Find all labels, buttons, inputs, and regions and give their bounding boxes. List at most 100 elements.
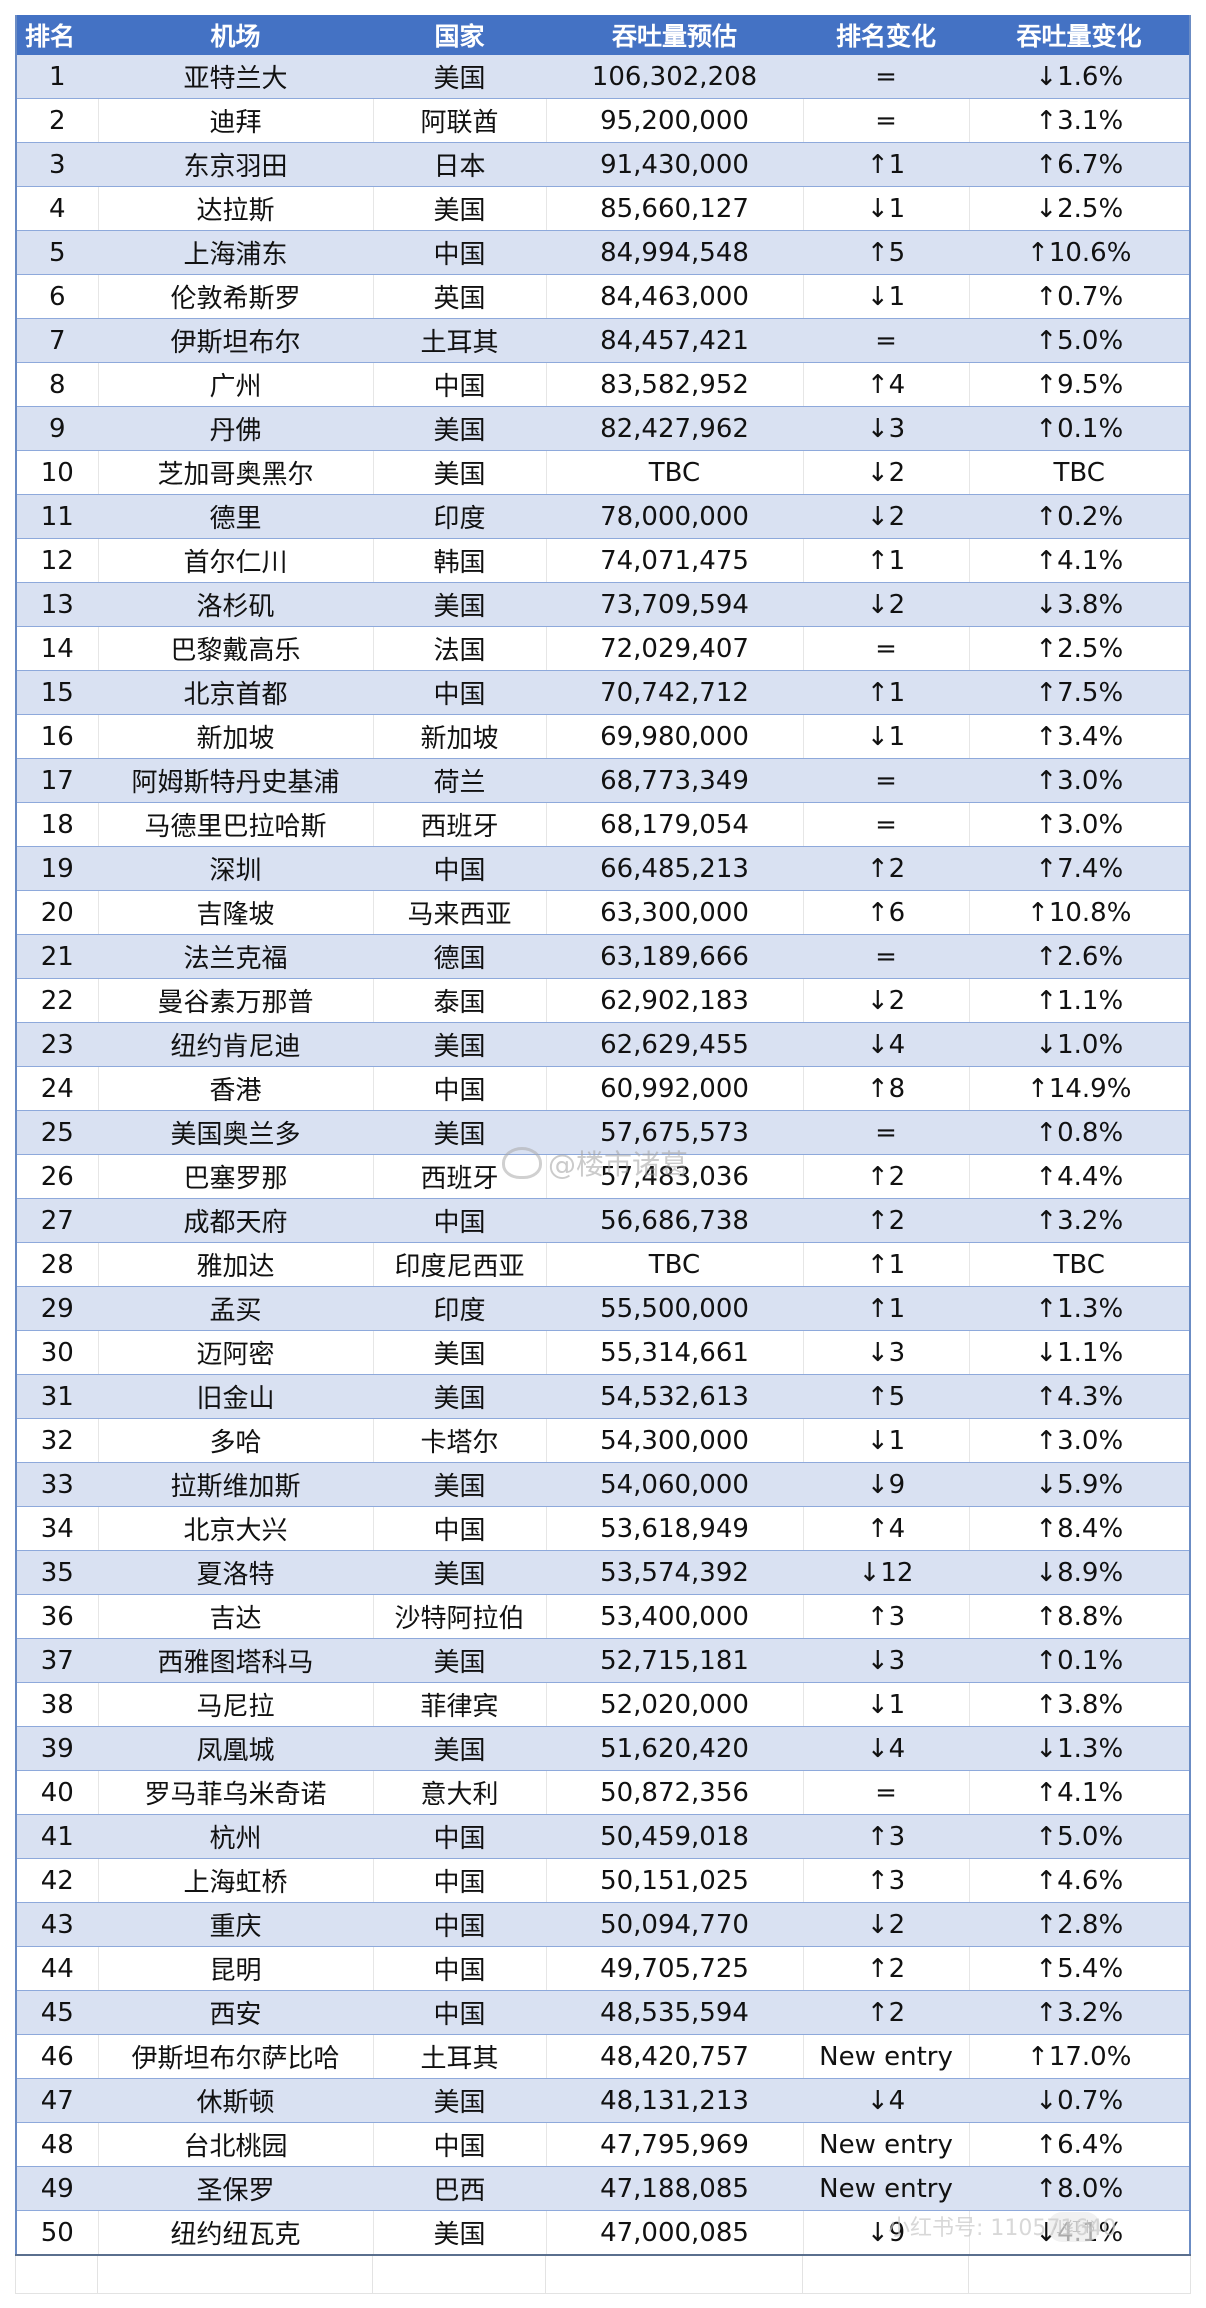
table-row: 17 阿姆斯特丹史基浦 荷兰 68,773,349 = ↑3.0% [16, 758, 1190, 803]
table-row: 3 东京羽田 日本 91,430,000 ↑1 ↑6.7% [16, 142, 1190, 187]
cell-throughput-estimate: 50,151,025 [545, 1858, 803, 1903]
cell-throughput-estimate: 50,872,356 [545, 1770, 803, 1815]
cell-country: 土耳其 [372, 318, 546, 363]
cell-rank-change: ↓3 [802, 1638, 969, 1683]
cell-throughput-estimate: 70,742,712 [545, 670, 803, 715]
cell-country: 卡塔尔 [372, 1418, 546, 1463]
cell-rank-change: ↑1 [802, 1286, 969, 1331]
cell-throughput-change: ↑3.8% [968, 1682, 1190, 1727]
cell-country: 巴西 [372, 2166, 546, 2211]
cell-throughput-estimate: 48,535,594 [545, 1990, 803, 2035]
table-row: 15 北京首都 中国 70,742,712 ↑1 ↑7.5% [16, 670, 1190, 715]
table-row: 47 休斯顿 美国 48,131,213 ↓4 ↓0.7% [16, 2078, 1190, 2123]
cell-rank-change: ↑8 [802, 1066, 969, 1111]
cell-rank-change: ↑2 [802, 1198, 969, 1243]
cell-throughput-estimate: 95,200,000 [545, 98, 803, 143]
cell-rank-change: = [802, 802, 969, 847]
cell-airport: 东京羽田 [97, 142, 373, 187]
cell-throughput-change: ↑4.4% [968, 1154, 1190, 1199]
cell-throughput-estimate: 56,686,738 [545, 1198, 803, 1243]
cell-throughput-change: ↑3.2% [968, 1990, 1190, 2035]
cell-rank: 3 [16, 142, 98, 187]
cell-throughput-change: ↑4.3% [968, 1374, 1190, 1419]
cell-country: 美国 [372, 1374, 546, 1419]
cell-airport: 亚特兰大 [97, 55, 373, 99]
cell-rank: 32 [16, 1418, 98, 1463]
cell-rank-change: ↓9 [802, 2210, 969, 2256]
cell-rank-change: New entry [802, 2034, 969, 2079]
cell-airport: 昆明 [97, 1946, 373, 1991]
cell-throughput-estimate: 49,705,725 [545, 1946, 803, 1991]
cell-rank-change: ↑1 [802, 670, 969, 715]
cell-country: 美国 [372, 55, 546, 99]
cell-airport: 丹佛 [97, 406, 373, 451]
cell-rank: 6 [16, 274, 98, 319]
cell-throughput-change: ↑3.2% [968, 1198, 1190, 1243]
cell-throughput-change: ↑3.1% [968, 98, 1190, 143]
cell-rank-change: ↑3 [802, 1594, 969, 1639]
cell-rank-change: ↑5 [802, 1374, 969, 1419]
cell-country: 泰国 [372, 978, 546, 1023]
cell-airport: 马德里巴拉哈斯 [97, 802, 373, 847]
cell-country: 中国 [372, 1814, 546, 1859]
table-row: 28 雅加达 印度尼西亚 TBC ↑1 TBC [16, 1242, 1190, 1287]
cell-airport: 北京大兴 [97, 1506, 373, 1551]
cell-rank-change: = [802, 98, 969, 143]
cell-airport: 新加坡 [97, 714, 373, 759]
table-row: 30 迈阿密 美国 55,314,661 ↓3 ↓1.1% [16, 1330, 1190, 1375]
cell-rank: 26 [16, 1154, 98, 1199]
cell-rank-change: ↓4 [802, 2078, 969, 2123]
cell-rank-change: ↓2 [802, 1902, 969, 1947]
table-row: 44 昆明 中国 49,705,725 ↑2 ↑5.4% [16, 1946, 1190, 1991]
table-row: 41 杭州 中国 50,459,018 ↑3 ↑5.0% [16, 1814, 1190, 1859]
xiaohongshu-logo-icon: 小红书 [1048, 2212, 1100, 2242]
cell-airport: 凤凰城 [97, 1726, 373, 1771]
cell-country: 马来西亚 [372, 890, 546, 935]
cell-throughput-change: ↑1.3% [968, 1286, 1190, 1331]
cell-airport: 阿姆斯特丹史基浦 [97, 758, 373, 803]
cell-throughput-estimate: 85,660,127 [545, 186, 803, 231]
table-row: 48 台北桃园 中国 47,795,969 New entry ↑6.4% [16, 2122, 1190, 2167]
cell-rank-change: ↑1 [802, 1242, 969, 1287]
table-row: 13 洛杉矶 美国 73,709,594 ↓2 ↓3.8% [16, 582, 1190, 627]
cell-rank: 43 [16, 1902, 98, 1947]
cell-throughput-change: ↑7.4% [968, 846, 1190, 891]
table-row: 20 吉隆坡 马来西亚 63,300,000 ↑6 ↑10.8% [16, 890, 1190, 935]
cell-rank: 13 [16, 582, 98, 627]
cell-rank: 17 [16, 758, 98, 803]
cell-rank-change: New entry [802, 2122, 969, 2167]
airport-ranking-table-container: 排名 机场 国家 吞吐量预估 排名变化 吞吐量变化 1 亚特兰大 美国 106,302… [15, 15, 1191, 2256]
table-body: 1 亚特兰大 美国 106,302,208 = ↓1.6% 2 迪拜 阿联酋 95,200,000… [16, 55, 1190, 2256]
cell-airport: 旧金山 [97, 1374, 373, 1419]
cell-rank-change: ↓4 [802, 1022, 969, 1067]
cell-throughput-estimate: 47,188,085 [545, 2166, 803, 2211]
cell-country: 荷兰 [372, 758, 546, 803]
table-row: 8 广州 中国 83,582,952 ↑4 ↑9.5% [16, 362, 1190, 407]
cell-rank-change: ↓2 [802, 494, 969, 539]
cell-throughput-change: ↑3.4% [968, 714, 1190, 759]
cell-throughput-change: ↑8.8% [968, 1594, 1190, 1639]
cell-rank-change: ↓1 [802, 274, 969, 319]
cell-airport: 杭州 [97, 1814, 373, 1859]
table-row: 29 孟买 印度 55,500,000 ↑1 ↑1.3% [16, 1286, 1190, 1331]
cell-throughput-estimate: 84,994,548 [545, 230, 803, 275]
cell-airport: 夏洛特 [97, 1550, 373, 1595]
cell-rank: 47 [16, 2078, 98, 2123]
table-row: 24 香港 中国 60,992,000 ↑8 ↑14.9% [16, 1066, 1190, 1111]
cell-rank: 34 [16, 1506, 98, 1551]
cell-throughput-change: ↑3.0% [968, 758, 1190, 803]
cell-airport: 德里 [97, 494, 373, 539]
cell-rank: 4 [16, 186, 98, 231]
cell-airport: 伊斯坦布尔萨比哈 [97, 2034, 373, 2079]
cell-country: 新加坡 [372, 714, 546, 759]
cell-throughput-estimate: 47,795,969 [545, 2122, 803, 2167]
cell-throughput-estimate: 52,715,181 [545, 1638, 803, 1683]
cell-airport: 拉斯维加斯 [97, 1462, 373, 1507]
table-row: 16 新加坡 新加坡 69,980,000 ↓1 ↑3.4% [16, 714, 1190, 759]
cell-rank-change: ↑3 [802, 1858, 969, 1903]
cell-rank-change: ↑2 [802, 1154, 969, 1199]
cell-airport: 雅加达 [97, 1242, 373, 1287]
cell-rank: 14 [16, 626, 98, 671]
cell-rank: 31 [16, 1374, 98, 1419]
cell-rank-change: ↓1 [802, 186, 969, 231]
